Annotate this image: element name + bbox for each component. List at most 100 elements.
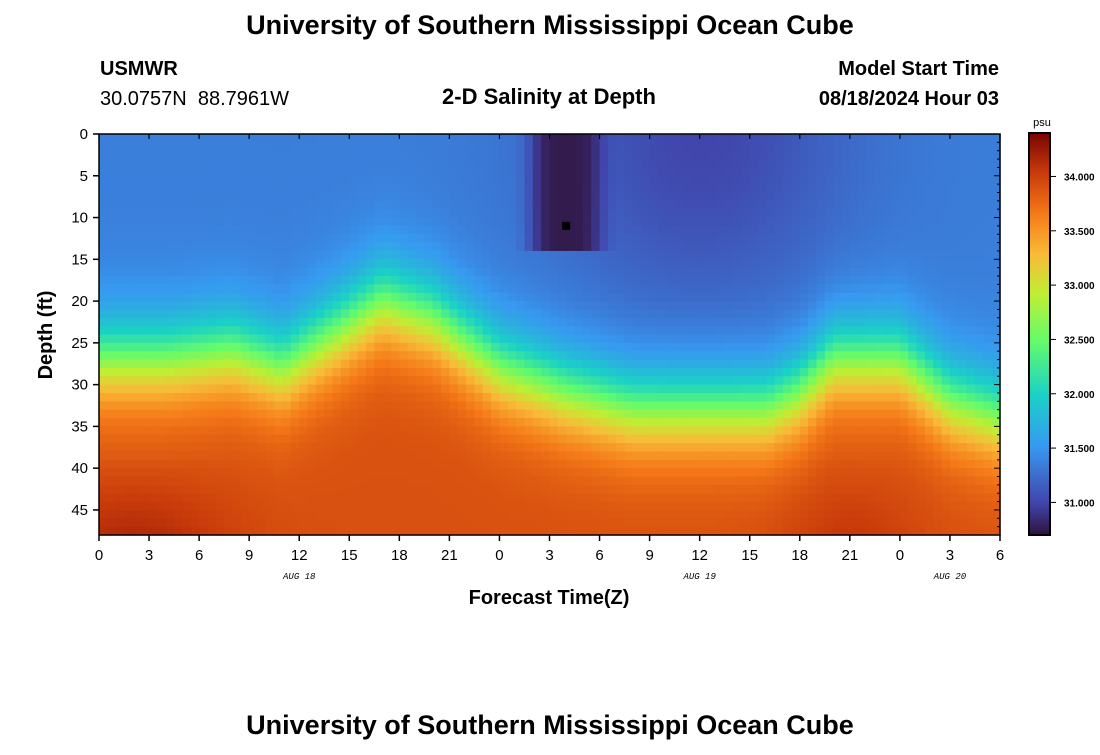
heatmap-cell bbox=[824, 376, 834, 386]
heatmap-cell bbox=[182, 509, 192, 519]
heatmap-cell bbox=[858, 276, 868, 285]
heatmap-cell bbox=[841, 459, 851, 469]
heatmap-cell bbox=[899, 443, 909, 453]
heatmap-cell bbox=[716, 184, 726, 194]
heatmap-cell bbox=[741, 267, 751, 277]
heatmap-cell bbox=[165, 459, 175, 469]
heatmap-cell bbox=[774, 418, 784, 427]
heatmap-cell bbox=[783, 142, 793, 152]
heatmap-cell bbox=[924, 317, 934, 327]
heatmap-cell bbox=[474, 200, 484, 210]
heatmap-cell bbox=[215, 451, 225, 461]
heatmap-cell bbox=[641, 175, 651, 185]
heatmap-cell bbox=[182, 134, 192, 143]
heatmap-cell bbox=[641, 259, 651, 269]
heatmap-cell bbox=[357, 234, 367, 244]
heatmap-cell bbox=[808, 234, 818, 244]
heatmap-cell bbox=[224, 359, 234, 369]
heatmap-cell bbox=[265, 468, 275, 478]
heatmap-cell bbox=[365, 351, 375, 361]
heatmap-cell bbox=[524, 192, 534, 202]
heatmap-cell bbox=[99, 518, 108, 528]
heatmap-cell bbox=[624, 342, 634, 352]
heatmap-cell bbox=[516, 267, 526, 277]
heatmap-cell bbox=[115, 501, 125, 511]
heatmap-cell bbox=[441, 359, 450, 369]
heatmap-cell bbox=[933, 476, 943, 486]
heatmap-cell bbox=[691, 451, 701, 461]
heatmap-cell bbox=[657, 392, 667, 402]
heatmap-cell bbox=[516, 150, 526, 160]
heatmap-cell bbox=[449, 409, 459, 419]
heatmap-cell bbox=[482, 518, 492, 528]
heatmap-cell bbox=[783, 342, 793, 352]
heatmap-cell bbox=[883, 459, 893, 469]
heatmap-cell bbox=[524, 342, 534, 352]
heatmap-cell bbox=[240, 292, 250, 302]
heatmap-cell bbox=[532, 167, 542, 177]
heatmap-cell bbox=[199, 459, 209, 469]
heatmap-cell bbox=[532, 276, 542, 285]
heatmap-cell bbox=[591, 484, 601, 494]
heatmap-cell bbox=[874, 301, 884, 311]
heatmap-cell bbox=[774, 309, 784, 319]
heatmap-cell bbox=[699, 234, 709, 244]
heatmap-cell bbox=[699, 468, 709, 478]
heatmap-cell bbox=[566, 376, 576, 386]
heatmap-cell bbox=[649, 284, 659, 294]
heatmap-cell bbox=[441, 292, 450, 302]
heatmap-cell bbox=[482, 426, 492, 436]
heatmap-cell bbox=[332, 334, 342, 344]
heatmap-cell bbox=[641, 401, 651, 411]
heatmap-cell bbox=[374, 401, 384, 411]
heatmap-cell bbox=[691, 401, 701, 411]
heatmap-cell bbox=[699, 376, 709, 386]
heatmap-cell bbox=[716, 376, 726, 386]
heatmap-cell bbox=[949, 159, 959, 169]
heatmap-cell bbox=[524, 234, 534, 244]
heatmap-cell bbox=[574, 468, 584, 478]
heatmap-cell bbox=[499, 142, 509, 152]
heatmap-cell bbox=[916, 267, 926, 277]
heatmap-cell bbox=[99, 376, 108, 386]
heatmap-cell bbox=[149, 493, 158, 503]
heatmap-cell bbox=[557, 493, 567, 503]
heatmap-cell bbox=[174, 134, 184, 143]
heatmap-cell bbox=[758, 292, 767, 302]
heatmap-cell bbox=[549, 359, 559, 369]
heatmap-cell bbox=[941, 292, 951, 302]
heatmap-cell bbox=[199, 518, 209, 528]
heatmap-cell bbox=[182, 192, 192, 202]
heatmap-cell bbox=[132, 317, 142, 327]
heatmap-cell bbox=[958, 259, 968, 269]
heatmap-cell bbox=[682, 326, 692, 336]
heatmap-cell bbox=[916, 493, 926, 503]
heatmap-cell bbox=[107, 209, 117, 219]
heatmap-cell bbox=[899, 159, 909, 169]
heatmap-cell bbox=[282, 242, 292, 252]
heatmap-cell bbox=[816, 267, 826, 277]
heatmap-cell bbox=[390, 267, 400, 277]
heatmap-cell bbox=[374, 234, 384, 244]
heatmap-cell bbox=[107, 342, 117, 352]
heatmap-cell bbox=[124, 225, 133, 235]
heatmap-cell bbox=[215, 476, 225, 486]
heatmap-cell bbox=[783, 317, 793, 327]
heatmap-cell bbox=[332, 317, 342, 327]
heatmap-cell bbox=[165, 225, 175, 235]
heatmap-cell bbox=[357, 418, 367, 427]
heatmap-cell bbox=[649, 317, 659, 327]
heatmap-cell bbox=[357, 376, 367, 386]
heatmap-cell bbox=[482, 167, 492, 177]
heatmap-cell bbox=[549, 326, 559, 336]
heatmap-cell bbox=[883, 134, 893, 143]
heatmap-cell bbox=[582, 267, 592, 277]
heatmap-cell bbox=[407, 501, 417, 511]
heatmap-cell bbox=[724, 468, 734, 478]
heatmap-cell bbox=[482, 292, 492, 302]
heatmap-cell bbox=[432, 351, 442, 361]
heatmap-cell bbox=[657, 367, 667, 377]
heatmap-cell bbox=[132, 342, 142, 352]
heatmap-cell bbox=[549, 468, 559, 478]
heatmap-cell bbox=[841, 384, 851, 394]
